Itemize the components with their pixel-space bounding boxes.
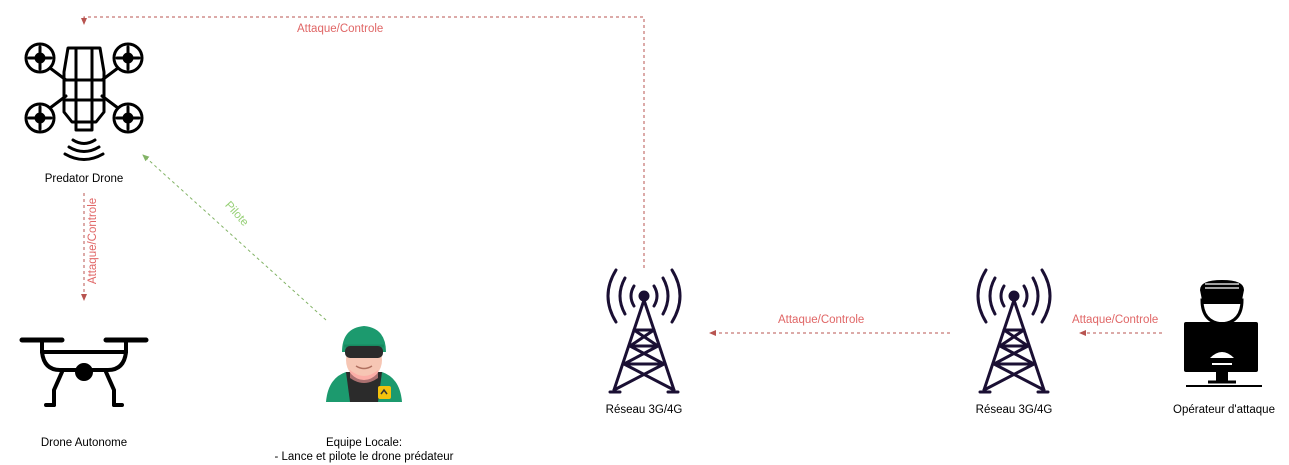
equipe-locale-desc: - Lance et pilote le drone prédateur — [274, 451, 454, 463]
predator-drone-label: Predator Drone — [44, 173, 124, 185]
drone-autonome-label: Drone Autonome — [40, 437, 128, 449]
operateur-label: Opérateur d'attaque — [1173, 404, 1275, 416]
predator-drone-icon[interactable] — [24, 42, 144, 161]
operateur-icon[interactable] — [1184, 280, 1262, 387]
soldier-icon[interactable] — [326, 326, 402, 402]
edge-top-link[interactable] — [81, 16, 645, 268]
equipe-locale-label: Equipe Locale: - Lance et pilote le dron… — [254, 436, 474, 464]
drone-autonome-icon[interactable] — [19, 337, 149, 407]
edge-label-reseau2-to-reseau1: Attaque/Controle — [778, 313, 865, 327]
edge-pilote[interactable] — [142, 154, 327, 321]
equipe-locale-title: Equipe Locale: — [325, 437, 403, 449]
edge-label-operateur-to-reseau2: Attaque/Controle — [1072, 313, 1159, 327]
edge-label-drone-to-autonome: Attaque/Controle — [86, 197, 101, 285]
reseau-tower-icon-2[interactable] — [976, 268, 1052, 394]
reseau-tower-icon-1[interactable] — [606, 268, 682, 394]
reseau-1-label: Réseau 3G/4G — [605, 404, 683, 416]
reseau-2-label: Réseau 3G/4G — [975, 404, 1053, 416]
edge-label-top-link: Attaque/Controle — [297, 22, 384, 36]
